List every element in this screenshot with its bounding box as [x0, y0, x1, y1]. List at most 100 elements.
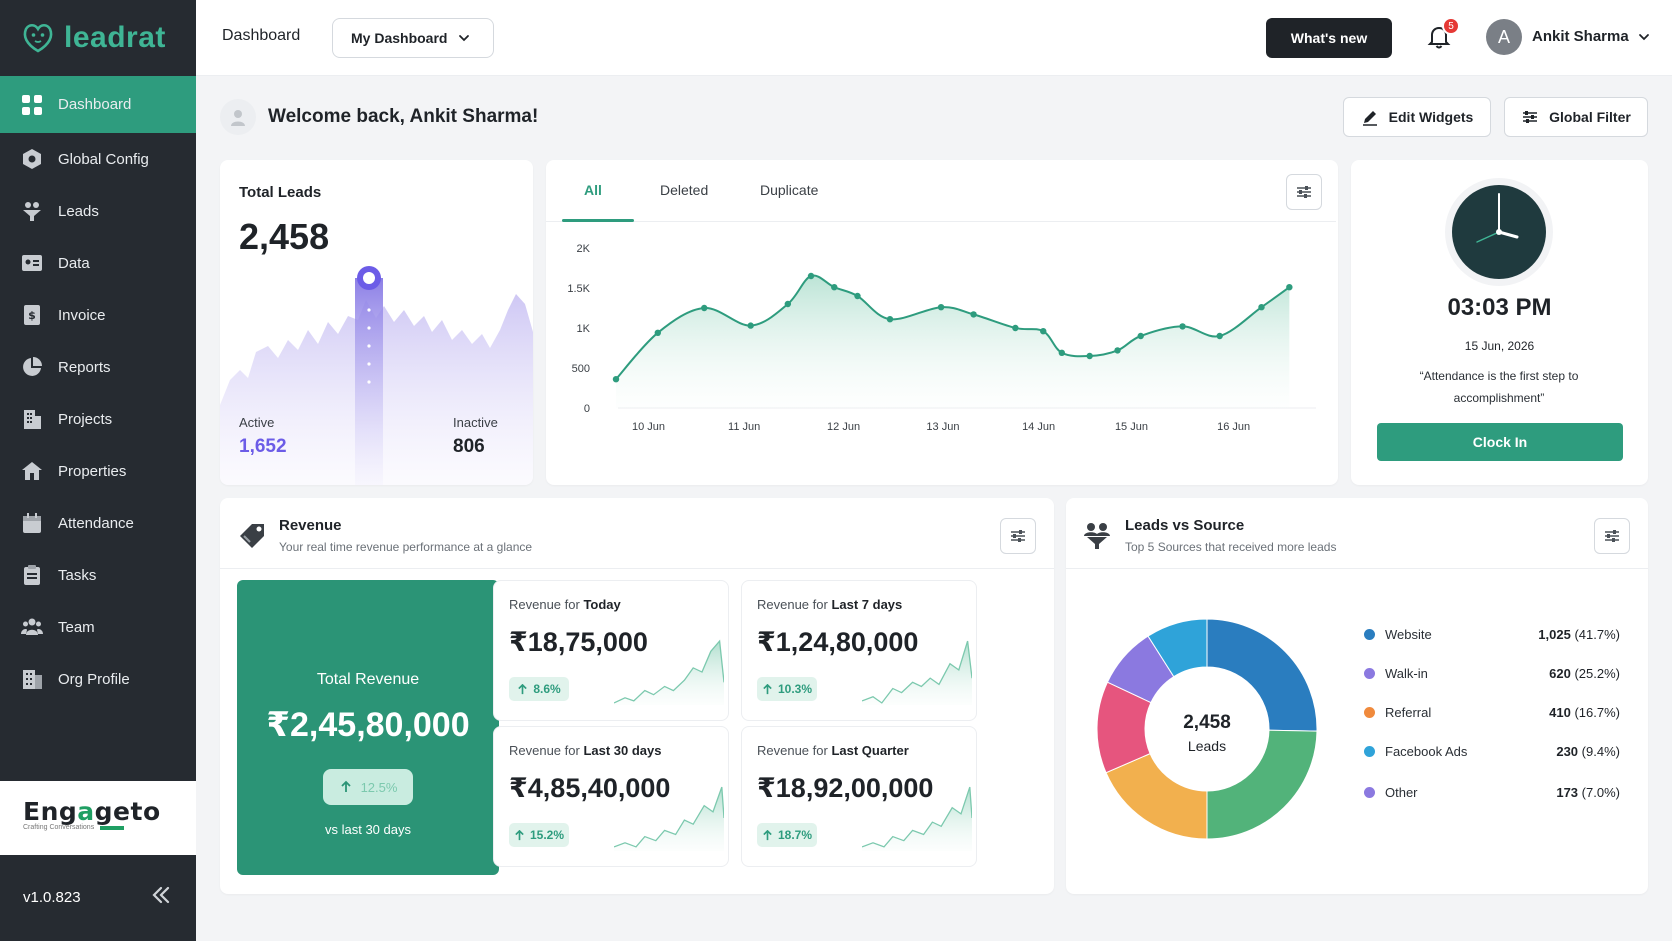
revenue-period-card[interactable]: Revenue for Today ₹18,75,000 8.6%	[493, 580, 729, 721]
sidebar-item-reports[interactable]: Reports	[0, 341, 196, 393]
legend-dot	[1364, 667, 1375, 679]
revenue-period-value: ₹18,92,00,000	[757, 773, 934, 803]
leads-trend-point[interactable]	[1216, 332, 1223, 340]
leads-trend-point[interactable]	[1040, 328, 1047, 335]
legend-percent-value: 7.0%	[1586, 784, 1616, 800]
leads-trend-point[interactable]	[612, 376, 620, 383]
leads-trend-point[interactable]	[1012, 324, 1019, 332]
legend-item[interactable]: Referral 410 (16.7%)	[1364, 702, 1620, 722]
sidebar-item-tasks[interactable]: Tasks	[0, 549, 196, 601]
leads-source-header: Leads vs Source Top 5 Sources that recei…	[1125, 517, 1336, 554]
leads-trend-point[interactable]	[784, 300, 792, 308]
x-tick-label: 15 Jun	[1115, 421, 1148, 433]
arrow-up-icon	[518, 683, 528, 694]
welcome-message: Welcome back, Ankit Sharma!	[268, 106, 539, 127]
sidebar-item-global-config[interactable]: Global Config	[0, 133, 196, 185]
leads-source-filter-button[interactable]	[1594, 518, 1630, 554]
global-filter-button[interactable]: Global Filter	[1504, 97, 1648, 137]
sidebar-item-projects[interactable]: Projects	[0, 393, 196, 445]
tab-deleted[interactable]: Deleted	[660, 182, 709, 198]
leads-trend-area	[616, 275, 1290, 408]
revenue-sparkline	[862, 786, 972, 851]
y-tick-label: 1K	[577, 323, 591, 335]
sidebar-item-leads[interactable]: Leads	[0, 185, 196, 237]
donut-slice[interactable]	[1147, 618, 1208, 678]
tab-duplicate[interactable]: Duplicate	[760, 182, 819, 198]
leads-trend-point[interactable]	[831, 284, 838, 291]
leads-trend-filter-button[interactable]	[1286, 174, 1322, 210]
leads-trend-point[interactable]	[1179, 323, 1186, 330]
revenue-period-card[interactable]: Revenue for Last 30 days ₹4,85,40,000 15.2…	[493, 726, 729, 867]
revenue-change-pill: 10.3%	[757, 677, 817, 701]
notification-badge: 5	[1442, 17, 1460, 35]
leads-trend-point[interactable]	[1286, 284, 1293, 291]
donut-slice[interactable]	[1206, 729, 1318, 840]
sidebar-item-dashboard[interactable]: Dashboard	[0, 76, 196, 133]
user-avatar[interactable]: A	[1486, 19, 1522, 55]
sidebar-item-invoice[interactable]: $ Invoice	[0, 289, 196, 341]
revenue-period-card[interactable]: Revenue for Last Quarter ₹18,92,00,000 18.…	[741, 726, 977, 867]
office-icon	[20, 667, 44, 691]
brand-logo[interactable]: leadrat	[0, 0, 196, 76]
grid-icon	[20, 93, 44, 117]
legend-count: 410	[1549, 704, 1571, 720]
leads-trend-point[interactable]	[1086, 352, 1093, 360]
revenue-sparkline	[614, 786, 724, 851]
chevron-down-icon	[459, 35, 470, 42]
x-tick-label: 11 Jun	[728, 421, 760, 433]
leads-source-divider	[1066, 568, 1648, 569]
funnel-icon	[20, 199, 44, 223]
leads-trend-point[interactable]	[747, 322, 754, 329]
leads-trend-point[interactable]	[1114, 347, 1121, 354]
leads-trend-point[interactable]	[886, 316, 894, 323]
inactive-label: Inactive	[453, 415, 498, 430]
revenue-filter-button[interactable]	[1000, 518, 1036, 554]
sidebar-item-team[interactable]: Team	[0, 601, 196, 653]
legend-value: 230 (9.4%)	[1556, 744, 1620, 759]
revenue-change-value: 18.7%	[777, 828, 813, 842]
leads-trend-point[interactable]	[854, 292, 861, 300]
sidebar-item-attendance[interactable]: Attendance	[0, 497, 196, 549]
partner-logo[interactable]: Engageto Crafting Conversations	[0, 781, 196, 855]
leads-trend-point[interactable]	[970, 311, 977, 318]
legend-item[interactable]: Walk-in 620 (25.2%)	[1364, 663, 1620, 683]
x-tick-label: 16 Jun	[1217, 421, 1250, 433]
sidebar-item-properties[interactable]: Properties	[0, 445, 196, 497]
arrow-up-icon	[340, 780, 351, 792]
sidebar-item-label: Org Profile	[58, 670, 130, 688]
leads-trend-point[interactable]	[807, 272, 815, 280]
leads-trend-point[interactable]	[654, 329, 661, 336]
whats-new-button[interactable]: What's new	[1266, 18, 1392, 58]
edit-widgets-button[interactable]: Edit Widgets	[1343, 97, 1491, 137]
leads-trend-point[interactable]	[1258, 304, 1265, 311]
total-leads-title: Total Leads	[239, 184, 322, 201]
user-menu[interactable]: Ankit Sharma	[1532, 28, 1651, 45]
svg-text:$: $	[28, 309, 36, 322]
donut-slice[interactable]	[1206, 618, 1318, 732]
revenue-subtitle: Your real time revenue performance at a …	[279, 540, 533, 554]
clock-in-button[interactable]: Clock In	[1377, 423, 1623, 461]
legend-item[interactable]: Other 173 (7.0%)	[1364, 782, 1620, 802]
legend-item[interactable]: Facebook Ads 230 (9.4%)	[1364, 741, 1620, 761]
partner-name: Engageto	[23, 797, 196, 826]
legend-item[interactable]: Website 1,025 (41.7%)	[1364, 624, 1620, 644]
revenue-period-card[interactable]: Revenue for Last 7 days ₹1,24,80,000 10.3%	[741, 580, 977, 721]
legend-percent-value: 25.2%	[1578, 665, 1616, 681]
legend-label: Referral	[1385, 704, 1432, 720]
leads-trend-tabs: All Deleted Duplicate	[546, 160, 1336, 222]
bell-icon[interactable]	[1424, 22, 1454, 52]
total-revenue-change: 12.5%	[323, 769, 413, 805]
revenue-period-name: Today	[583, 597, 621, 612]
leads-trend-point[interactable]	[1137, 332, 1144, 340]
invoice-icon: $	[20, 303, 44, 327]
leads-trend-point[interactable]	[937, 304, 945, 311]
dashboard-select[interactable]: My Dashboard	[332, 18, 494, 58]
x-tick-label: 13 Jun	[926, 421, 959, 433]
tab-all[interactable]: All	[584, 182, 602, 198]
collapse-sidebar-icon[interactable]	[150, 884, 172, 912]
leads-trend-point[interactable]	[1058, 349, 1066, 356]
sidebar-item-org-profile[interactable]: Org Profile	[0, 653, 196, 705]
leads-trend-point[interactable]	[701, 304, 708, 312]
total-revenue-change-value: 12.5%	[360, 779, 398, 795]
sidebar-item-data[interactable]: Data	[0, 237, 196, 289]
